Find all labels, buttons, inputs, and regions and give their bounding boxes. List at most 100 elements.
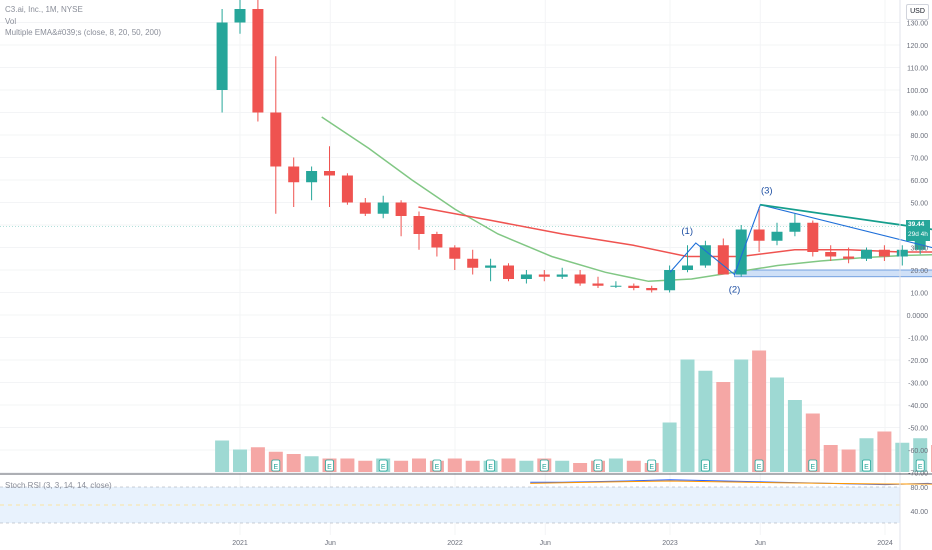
earnings-marker <box>754 459 764 472</box>
candle-body <box>377 202 389 214</box>
candle-body <box>288 166 300 183</box>
candle-body <box>234 9 246 23</box>
volume-bar <box>877 431 892 472</box>
volume-bar <box>841 449 856 472</box>
candle-body <box>574 274 586 284</box>
price-tick-label: 130.00 <box>907 21 929 28</box>
candle-body <box>699 245 711 266</box>
volume-bar <box>770 377 784 472</box>
volume-bar <box>233 449 247 472</box>
price-tick-label: 120.00 <box>907 43 929 50</box>
volume-bar <box>394 460 409 472</box>
ema-short-line <box>418 206 932 258</box>
volume-bar <box>519 460 534 472</box>
candle-body <box>324 171 335 176</box>
earnings-marker <box>701 459 710 472</box>
volume-bar <box>680 359 695 472</box>
candle-body <box>449 247 461 259</box>
earnings-marker-label: E <box>703 464 708 471</box>
volume-bar <box>895 442 910 472</box>
earnings-marker-label: E <box>381 464 386 471</box>
earnings-marker-label: E <box>649 464 654 471</box>
price-tick-label: -30.00 <box>908 381 928 388</box>
candle-body <box>467 258 479 268</box>
volume-bar <box>662 422 677 472</box>
price-tick-label: 10.00 <box>910 291 928 298</box>
stoch-rsi-legend[interactable]: Stoch RSI (3, 3, 14, 14, close) <box>5 481 112 490</box>
volume-bar <box>805 413 820 472</box>
stoch-rsi-pane: 80.00 40.00 <box>0 479 932 524</box>
candle-body <box>682 265 693 270</box>
price-tick-label: 90.00 <box>910 111 928 118</box>
bar-countdown: 29d 4h <box>908 231 928 238</box>
volume-bar <box>358 460 373 472</box>
volume-bar <box>340 458 355 472</box>
candle-body <box>861 249 872 259</box>
price-tick-label: 20.00 <box>910 268 928 275</box>
candle-body <box>270 112 282 167</box>
candle-body <box>413 216 425 234</box>
price-tick-label: -10.00 <box>908 336 928 343</box>
candle-body <box>843 256 855 259</box>
volume-bar <box>286 454 301 472</box>
candle-body <box>717 245 729 275</box>
stoch-d-line <box>530 480 932 485</box>
time-tick-label: 2022 <box>447 540 463 547</box>
stoch-tick-label: 80.00 <box>910 485 928 492</box>
volume-bar <box>501 458 516 472</box>
earnings-marker-label: E <box>757 464 762 471</box>
price-tick-label: 70.00 <box>910 156 928 163</box>
volume-bar <box>555 460 570 472</box>
candle-body <box>216 22 228 90</box>
earnings-marker-label: E <box>864 464 869 471</box>
candle-body <box>807 222 819 252</box>
volume-bar <box>608 458 623 472</box>
earnings-markers: EEEEEEEEEEEEEEEE <box>271 459 925 472</box>
price-tick-label: 100.00 <box>907 88 929 95</box>
time-tick-label: Jun <box>325 540 336 547</box>
volume-bar <box>412 458 426 472</box>
currency-button[interactable]: USD <box>906 4 929 20</box>
time-tick-label: 2023 <box>662 540 678 547</box>
symbol-legend[interactable]: C3.ai, Inc., 1M, NYSE <box>5 5 83 14</box>
earnings-marker-label: E <box>596 464 601 471</box>
candle-body <box>735 229 747 275</box>
candle-body <box>520 274 532 279</box>
ema-lines <box>321 116 932 283</box>
volume-bar <box>787 400 802 472</box>
volume-bar <box>823 445 838 472</box>
volume-bar <box>716 382 731 472</box>
earnings-marker <box>808 459 818 472</box>
volume-legend[interactable]: Vol <box>5 17 17 26</box>
candle-body <box>485 265 497 268</box>
candlesticks <box>216 0 926 293</box>
earnings-marker <box>593 459 603 472</box>
volume-bars <box>215 350 932 472</box>
candle-body <box>359 202 371 214</box>
descending-trendline <box>760 203 932 231</box>
time-tick-label: 2021 <box>232 540 248 547</box>
price-tick-label: -50.00 <box>908 426 928 433</box>
earnings-marker <box>378 459 388 472</box>
time-axis: 2021Jun2022Jun2023Jun2024Jun2025Jun2026J… <box>232 540 893 547</box>
earnings-marker-label: E <box>810 464 815 471</box>
price-tick-label: 80.00 <box>910 133 928 140</box>
earnings-marker-label: E <box>435 464 440 471</box>
candle-body <box>825 252 837 257</box>
volume-bar <box>573 463 588 472</box>
candle-body <box>556 274 568 277</box>
earnings-marker-label: E <box>327 464 332 471</box>
price-tick-label: 0.0000 <box>907 313 929 320</box>
earnings-marker <box>647 459 657 472</box>
earnings-marker <box>325 459 334 472</box>
candle-body <box>592 283 604 286</box>
volume-bar <box>698 370 713 472</box>
candle-body <box>771 231 783 241</box>
price-tick-label: -60.00 <box>908 448 928 455</box>
earnings-marker-label: E <box>273 464 278 471</box>
time-tick-label: Jun <box>540 540 551 547</box>
ema-legend[interactable]: Multiple EMA&#039;s (close, 8, 20, 50, 2… <box>5 28 162 37</box>
last-price-tag: 39.44 29d 4h <box>906 220 930 241</box>
wave-label: (1) <box>681 226 693 237</box>
